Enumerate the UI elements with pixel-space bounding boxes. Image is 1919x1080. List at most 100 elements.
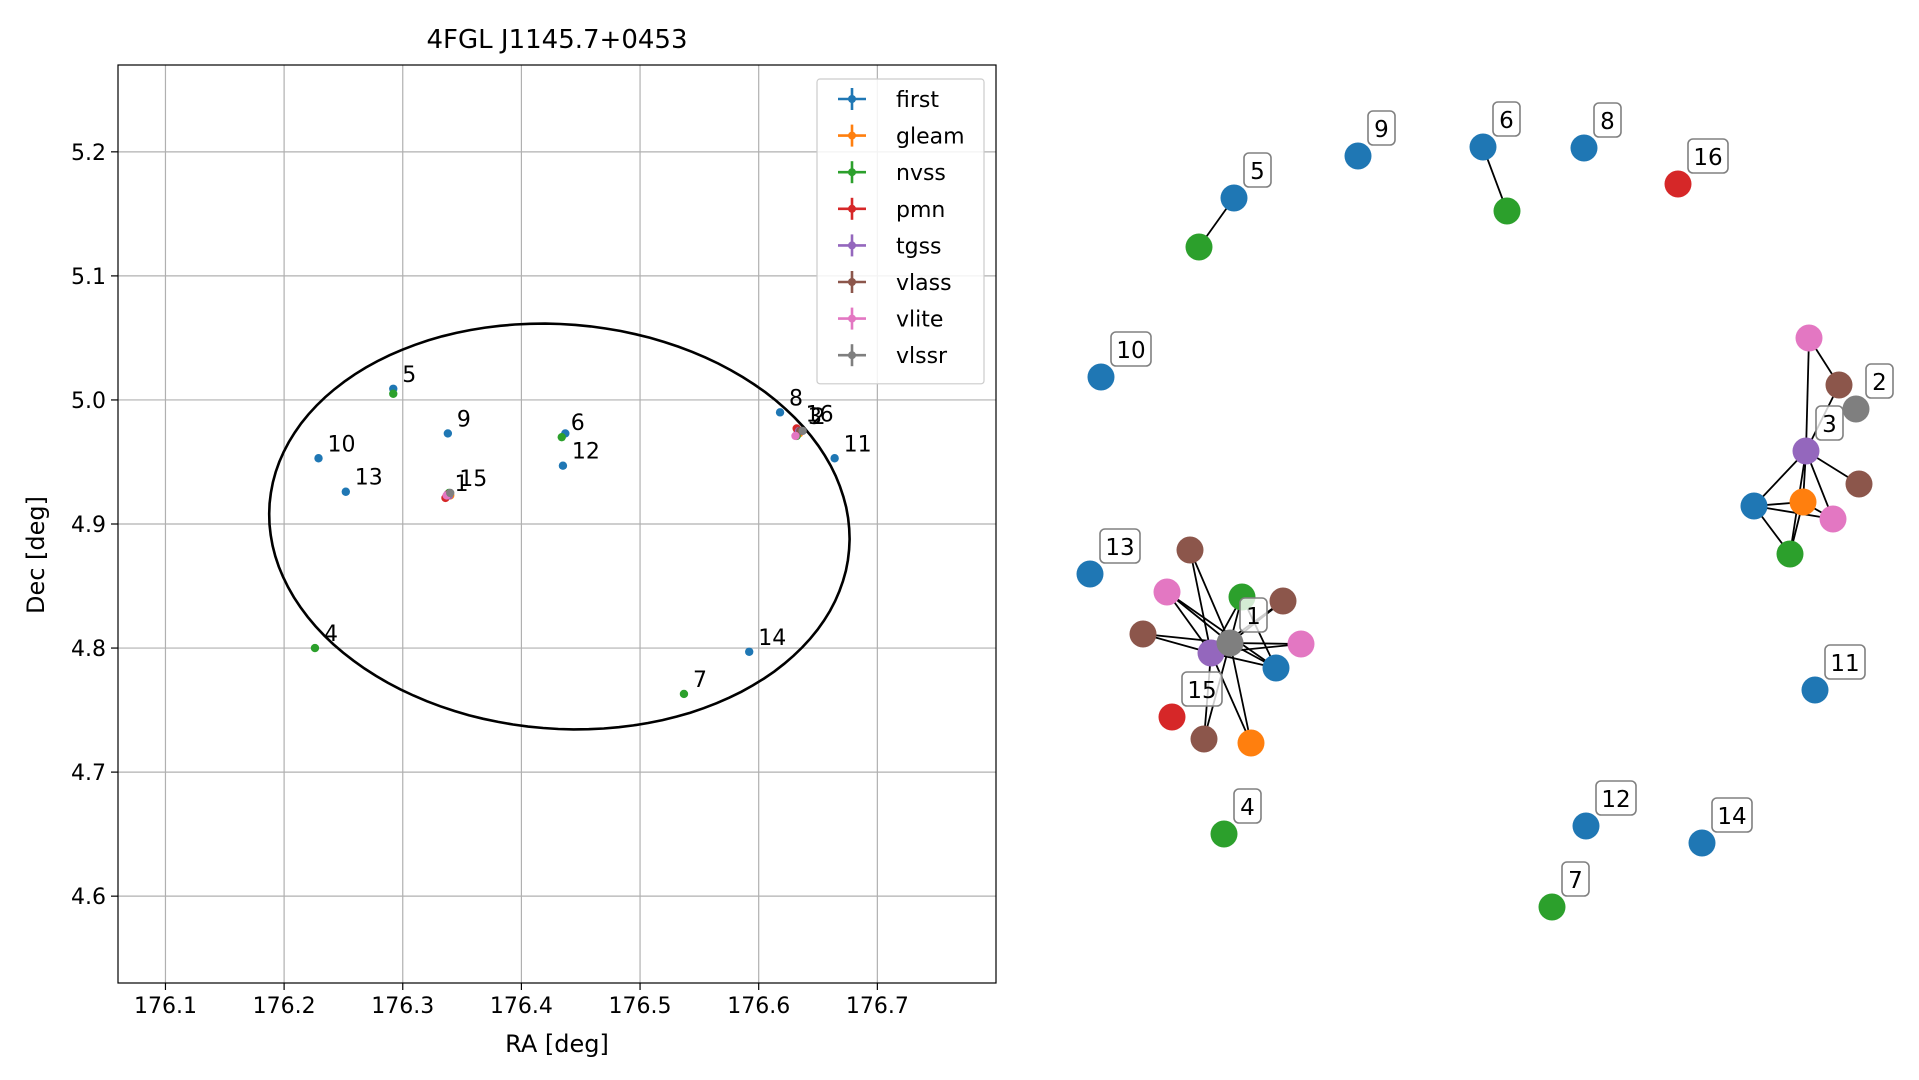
- legend-marker: [848, 241, 856, 250]
- label-text: 7: [1568, 868, 1583, 894]
- label-box: [1110, 331, 1152, 367]
- label-text: 1: [1246, 604, 1261, 630]
- data-point-vlssr: [798, 426, 807, 436]
- label-box: [1561, 861, 1590, 897]
- graph-node: [1129, 620, 1157, 648]
- data-point-vlite: [791, 431, 800, 441]
- graph-node: [1792, 437, 1820, 465]
- point-label: 15: [459, 467, 487, 492]
- crossmatch-graph: 9 6 8 16 5 10 13 2 3 1 15 11 4 12 14 7: [1076, 101, 1894, 921]
- point-label: 2: [812, 405, 826, 430]
- label-text: 11: [1830, 651, 1859, 677]
- point-label: 16: [806, 402, 834, 427]
- graph-node: [1789, 488, 1817, 516]
- graph-node: [1216, 629, 1244, 657]
- label-text: 12: [1601, 787, 1630, 813]
- graph-node: [1158, 703, 1186, 731]
- graph-node: [1688, 829, 1716, 857]
- y-tick-label: 4.6: [71, 885, 106, 910]
- graph-node: [1076, 560, 1104, 588]
- graph-edge: [1166, 591, 1277, 669]
- point-label: 10: [328, 432, 356, 457]
- legend-marker: [848, 278, 856, 286]
- legend-label: first: [896, 88, 939, 113]
- legend-marker: [848, 314, 856, 323]
- x-tick-label: 176.3: [371, 994, 434, 1019]
- graph-node: [1845, 470, 1873, 498]
- point-label: 13: [355, 466, 383, 491]
- data-point-first: [775, 408, 785, 417]
- label-box: [1492, 101, 1521, 137]
- data-point-first: [443, 429, 453, 438]
- point-label: 5: [402, 363, 416, 388]
- graph-edges: [1142, 146, 1860, 744]
- data-point-nvss: [557, 432, 566, 442]
- legend-entry-first: first: [838, 88, 939, 113]
- graph-edge: [1210, 652, 1252, 744]
- localization-ellipse: [267, 322, 851, 731]
- legend-entry-tgss: tgss: [838, 234, 942, 259]
- x-axis-label: RA [deg]: [505, 1030, 609, 1058]
- axis-ticks: 176.1 176.2 176.3 176.4 176.5 176.6 176.7 4.6 4.…: [71, 141, 909, 1019]
- graph-edge: [1805, 337, 1810, 452]
- graph-labels: 9 6 8 16 5 10 13 2 3 1 15 11 4 12 14 7: [1099, 101, 1894, 897]
- graph-node: [1344, 142, 1372, 170]
- graph-node: [1176, 536, 1204, 564]
- label-text: 6: [1499, 108, 1514, 134]
- graph-node-label: 4: [1233, 788, 1262, 824]
- graph-node-label: 2: [1865, 363, 1894, 399]
- graph-node: [1740, 492, 1768, 520]
- graph-node: [1469, 133, 1497, 161]
- label-text: 2: [1872, 370, 1887, 396]
- data-point-vlssr: [446, 488, 455, 498]
- x-tick-label: 176.7: [846, 994, 909, 1019]
- label-box: [1367, 110, 1396, 146]
- legend-entry-pmn: pmn: [838, 197, 945, 223]
- legend-label: vlass: [896, 271, 952, 296]
- graph-node-label: 12: [1595, 780, 1637, 816]
- graph-node-label: 15: [1181, 671, 1223, 707]
- legend-marker: [848, 351, 856, 360]
- graph-node: [1220, 184, 1248, 212]
- label-text: 15: [1187, 678, 1216, 704]
- point-label: 14: [758, 626, 786, 651]
- graph-node: [1262, 654, 1290, 682]
- legend-label: gleam: [896, 125, 965, 150]
- legend-label: pmn: [896, 198, 945, 223]
- legend-marker: [848, 131, 856, 140]
- label-text: 13: [1105, 535, 1134, 561]
- graph-node-label: 8: [1593, 102, 1622, 138]
- point-label: 9: [457, 407, 471, 432]
- label-box: [1593, 102, 1622, 138]
- graph-node-label: 7: [1561, 861, 1590, 897]
- legend-box: [816, 78, 985, 385]
- graph-node-label: 3: [1815, 405, 1844, 441]
- label-box: [1711, 797, 1753, 833]
- graph-edge: [1189, 549, 1231, 644]
- graph-node-label: 5: [1243, 152, 1272, 188]
- data-point-nvss: [389, 389, 398, 398]
- data-points: 5 9 10 13 12 8 11 14 6 4 7 1 163 15 2: [310, 363, 872, 699]
- point-label: 8: [789, 386, 803, 411]
- graph-node: [1819, 505, 1847, 533]
- label-text: 10: [1116, 338, 1145, 364]
- legend-entry-vlass: vlass: [838, 271, 952, 296]
- chart-title: 4FGL J1145.7+0453: [427, 25, 688, 55]
- label-box: [1239, 597, 1268, 633]
- legend-label: nvss: [896, 161, 946, 186]
- legend-entry-vlite: vlite: [838, 307, 943, 333]
- label-box: [1687, 138, 1729, 174]
- point-label: 11: [844, 432, 872, 457]
- graph-node-label: 6: [1492, 101, 1521, 137]
- legend-entry-vlssr: vlssr: [838, 344, 948, 369]
- y-tick-label: 5.1: [71, 265, 106, 290]
- label-text: 5: [1250, 159, 1265, 185]
- y-tick-label: 4.9: [71, 513, 106, 538]
- graph-node: [1795, 324, 1823, 352]
- graph-node: [1776, 540, 1804, 568]
- y-tick-label: 4.8: [71, 637, 106, 662]
- legend: first gleam nvss pmn tgss vlass vlite vlssr: [816, 78, 985, 385]
- label-box: [1815, 405, 1844, 441]
- graph-node-label: 13: [1099, 528, 1141, 564]
